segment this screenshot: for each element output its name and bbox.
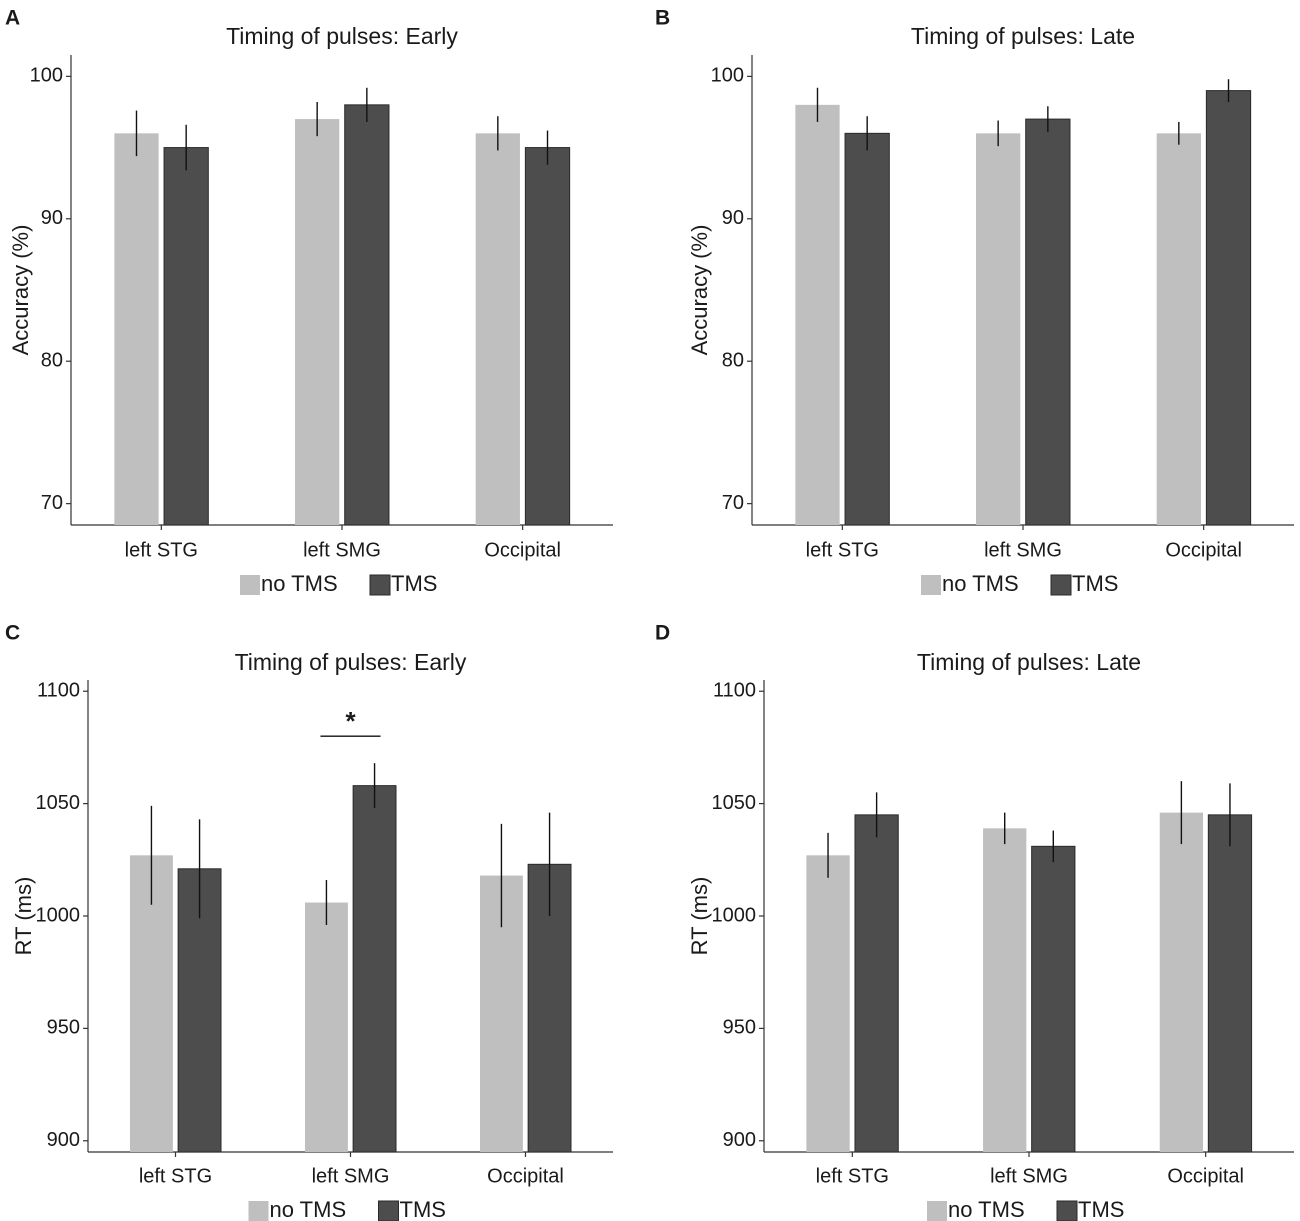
x-tick-label: Occipital [1167, 1165, 1244, 1187]
x-tick-label: left SMG [990, 1165, 1068, 1187]
legend-swatch-no-tms [927, 1201, 947, 1221]
chart-title: Timing of pulses: Late [917, 649, 1141, 675]
legend-swatch-tms [1056, 1200, 1078, 1221]
y-tick-label: 950 [47, 1017, 80, 1039]
x-tick-label: left SMG [312, 1165, 390, 1187]
y-tick-label: 100 [711, 65, 744, 87]
legend-label: no TMS [948, 1197, 1025, 1221]
bar-tms [1207, 814, 1253, 1153]
legend-label: TMS [400, 1197, 446, 1221]
legend-swatch-tms [378, 1200, 399, 1221]
bar-no-tms [295, 119, 340, 525]
y-axis-label: RT (ms) [11, 877, 36, 956]
y-tick-label: 1100 [37, 680, 80, 702]
y-tick-label: 1050 [712, 792, 757, 814]
y-axis-label: Accuracy (%) [8, 225, 33, 356]
y-tick-label: 80 [722, 349, 744, 371]
bar-no-tms [983, 828, 1027, 1152]
chart-panel-c: C Timing of pulses: Early 900 950 1000 1050 11… [5, 622, 613, 1221]
y-axis-label: Accuracy (%) [687, 225, 712, 356]
x-tick-label: Occipital [484, 539, 561, 561]
panel-label: C [5, 622, 20, 645]
panel-label: B [655, 7, 670, 30]
y-tick-label: 950 [723, 1017, 756, 1039]
significance-star: * [345, 706, 356, 736]
legend-label: TMS [1072, 571, 1118, 596]
chart-panel-d: D Timing of pulses: Late 900 950 1000 1050 110… [655, 622, 1294, 1221]
legend-label: TMS [391, 571, 437, 596]
x-tick-label: left STG [816, 1165, 889, 1187]
x-tick-label: Occipital [487, 1165, 564, 1187]
bar-no-tms [1159, 812, 1204, 1152]
chart-panel-a: A Timing of pulses: Early 70 80 90 100 Accurac… [5, 7, 613, 596]
x-tick-label: left STG [806, 539, 879, 561]
legend-swatch-no-tms [248, 1201, 269, 1221]
bar-tms [344, 104, 390, 526]
chart-panel-b: B Timing of pulses: Late 70 80 90 100 Accuracy… [655, 7, 1294, 596]
y-tick-label: 1000 [712, 904, 757, 926]
bar-no-tms [976, 133, 1021, 526]
bar-no-tms [1156, 133, 1201, 526]
legend-label: TMS [1078, 1197, 1124, 1221]
x-tick-label: left STG [139, 1165, 212, 1187]
chart-title: Timing of pulses: Late [911, 23, 1135, 49]
bar-tms [163, 147, 209, 526]
y-tick-label: 80 [41, 349, 63, 371]
legend-label: no TMS [261, 571, 338, 596]
chart-title: Timing of pulses: Early [226, 23, 458, 49]
y-tick-label: 90 [722, 207, 744, 229]
y-axis-label: RT (ms) [687, 877, 712, 956]
legend-swatch-tms [1050, 574, 1072, 596]
bar-no-tms [114, 133, 159, 526]
y-tick-label: 1100 [713, 680, 756, 702]
bar-tms [854, 814, 899, 1153]
bar-tms [524, 147, 571, 526]
y-tick-label: 900 [723, 1129, 756, 1151]
y-tick-label: 90 [41, 207, 63, 229]
y-tick-label: 70 [41, 492, 63, 514]
bar-tms [1205, 90, 1252, 526]
bar-tms [1031, 845, 1076, 1153]
x-tick-label: Occipital [1165, 539, 1242, 561]
y-tick-label: 1050 [36, 792, 81, 814]
legend-swatch-no-tms [921, 575, 941, 595]
y-tick-label: 900 [47, 1129, 80, 1151]
x-tick-label: left SMG [984, 539, 1062, 561]
bar-no-tms [806, 855, 850, 1152]
y-tick-label: 100 [30, 65, 63, 87]
y-tick-label: 1000 [36, 904, 81, 926]
panel-label: A [5, 7, 20, 30]
panel-label: D [655, 622, 670, 645]
legend-label: no TMS [942, 571, 1019, 596]
bar-no-tms [795, 104, 840, 526]
y-tick-label: 70 [722, 492, 744, 514]
bar-no-tms [475, 133, 520, 526]
bar-tms [1025, 118, 1071, 526]
bar-tms [844, 132, 890, 526]
bar-no-tms [305, 902, 348, 1152]
legend-swatch-tms [369, 574, 391, 596]
x-tick-label: left SMG [303, 539, 381, 561]
legend-swatch-no-tms [240, 575, 260, 595]
bar-tms [352, 785, 397, 1153]
x-tick-label: left STG [125, 539, 198, 561]
chart-title: Timing of pulses: Early [235, 649, 467, 675]
legend-label: no TMS [270, 1197, 347, 1221]
